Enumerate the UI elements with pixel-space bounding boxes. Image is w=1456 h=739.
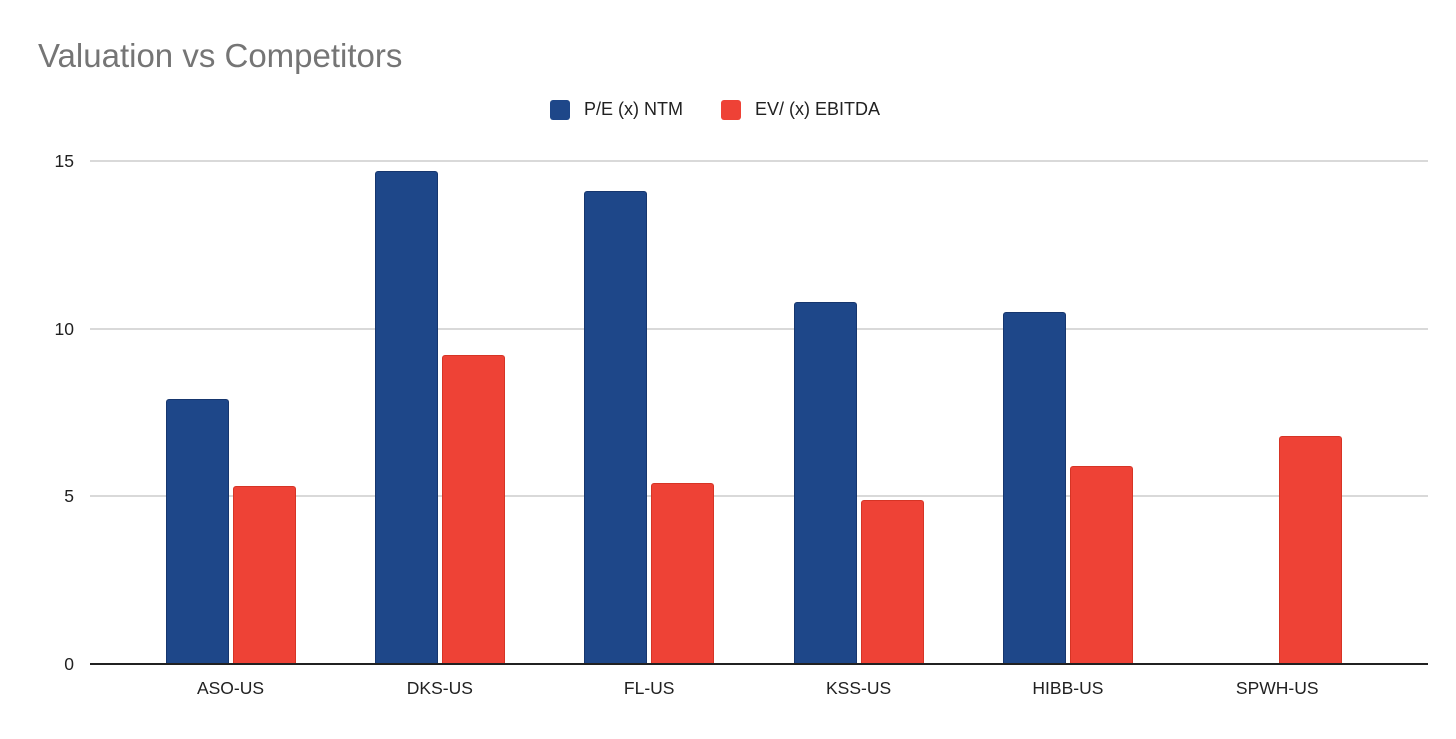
bar-p-e-x-ntm-kss-us	[793, 301, 857, 664]
x-category-label: HIBB-US	[1032, 678, 1104, 698]
bar-ev-x-ebitda-spwh-us	[1279, 435, 1343, 664]
bar-p-e-x-ntm-aso-us	[165, 399, 229, 664]
bar-ev-x-ebitda-hibb-us	[1069, 466, 1133, 664]
x-category-label: SPWH-US	[1235, 678, 1319, 698]
bar-p-e-x-ntm-hibb-us	[1002, 311, 1066, 664]
bar-p-e-x-ntm-dks-us	[374, 171, 438, 664]
x-category-label: DKS-US	[406, 678, 473, 698]
legend-label-ev-ebitda: EV/ (x) EBITDA	[754, 99, 880, 119]
x-category-label: FL-US	[623, 678, 675, 698]
x-category-label: ASO-US	[196, 678, 265, 698]
y-tick-label: 0	[64, 654, 74, 674]
legend-item-pe-ntm: P/E (x) NTM	[549, 99, 683, 120]
bar-ev-x-ebitda-fl-us	[651, 482, 715, 664]
y-tick-label: 5	[64, 486, 74, 507]
gridline	[90, 160, 1428, 162]
legend-item-ev-ebitda: EV/ (x) EBITDA	[720, 99, 880, 120]
gridline	[90, 327, 1428, 330]
chart-legend: P/E (x) NTM EV/ (x) EBITDA	[0, 99, 1430, 120]
bar-ev-x-ebitda-aso-us	[232, 486, 296, 664]
x-category-label: KSS-US	[825, 678, 892, 698]
bar-ev-x-ebitda-dks-us	[441, 355, 505, 664]
y-tick-label: 15	[54, 151, 74, 171]
bar-ev-x-ebitda-kss-us	[860, 499, 924, 664]
chart-title: Valuation vs Competitors	[38, 37, 403, 74]
legend-label-pe-ntm: P/E (x) NTM	[583, 99, 683, 119]
y-tick-label: 10	[54, 318, 74, 339]
bar-p-e-x-ntm-fl-us	[584, 191, 648, 664]
gridline	[90, 495, 1428, 498]
legend-swatch-pe-ntm	[549, 99, 570, 120]
legend-swatch-ev-ebitda	[720, 99, 741, 120]
x-axis-line	[90, 663, 1428, 665]
